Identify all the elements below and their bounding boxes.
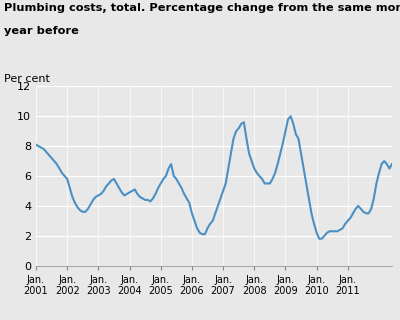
Text: Per cent: Per cent	[4, 74, 50, 84]
Text: Plumbing costs, total. Percentage change from the same month one: Plumbing costs, total. Percentage change…	[4, 3, 400, 13]
Text: year before: year before	[4, 26, 79, 36]
